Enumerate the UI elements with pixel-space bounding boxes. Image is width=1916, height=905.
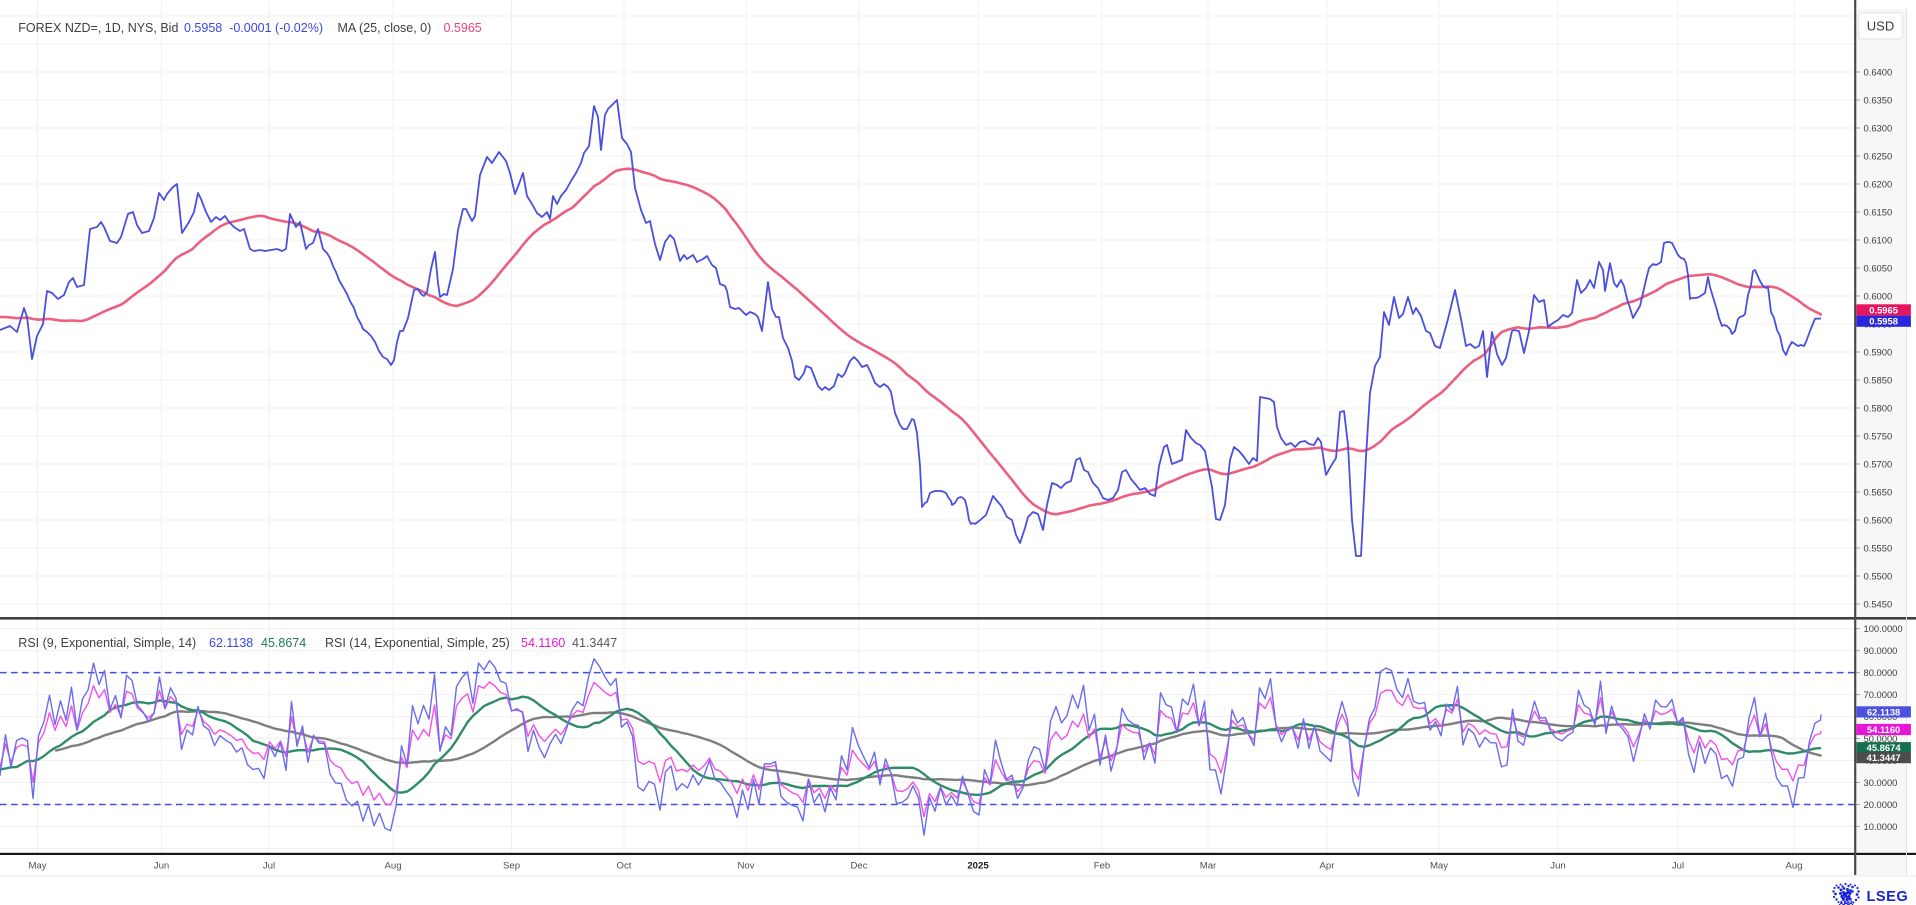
svg-text:Sep: Sep [503, 861, 520, 872]
svg-text:50.0000: 50.0000 [1864, 733, 1898, 744]
svg-text:0.5958 -0.0001 (-0.02%): 0.5958 -0.0001 (-0.02%) [184, 21, 323, 35]
svg-text:0.5600: 0.5600 [1864, 514, 1893, 525]
svg-text:62.1138: 62.1138 [209, 636, 253, 650]
svg-text:May: May [1430, 861, 1448, 872]
svg-text:Apr: Apr [1320, 861, 1336, 872]
svg-text:45.8674: 45.8674 [1867, 742, 1902, 753]
svg-text:80.0000: 80.0000 [1864, 667, 1898, 678]
svg-text:0.5650: 0.5650 [1864, 486, 1893, 497]
svg-text:0.5800: 0.5800 [1864, 402, 1893, 413]
svg-text:100.0000: 100.0000 [1864, 623, 1903, 634]
svg-text:0.6400: 0.6400 [1864, 66, 1893, 77]
svg-text:2025: 2025 [967, 861, 989, 872]
svg-text:0.5850: 0.5850 [1864, 374, 1893, 385]
svg-text:Aug: Aug [384, 861, 401, 872]
svg-text:54.1160: 54.1160 [1867, 724, 1900, 735]
svg-text:0.6350: 0.6350 [1864, 94, 1893, 105]
svg-text:62.1138: 62.1138 [1867, 706, 1900, 717]
svg-text:0.5965: 0.5965 [1869, 304, 1898, 315]
svg-text:0.5965: 0.5965 [444, 21, 482, 35]
svg-text:0.6000: 0.6000 [1864, 290, 1893, 301]
svg-text:0.6150: 0.6150 [1864, 206, 1893, 217]
svg-text:Jul: Jul [1672, 861, 1684, 872]
svg-text:LSEG: LSEG [1867, 889, 1909, 905]
svg-text:FOREX NZD=, 1D, NYS, Bid: FOREX NZD=, 1D, NYS, Bid [18, 21, 178, 35]
svg-text:May: May [28, 861, 46, 872]
svg-text:0.5750: 0.5750 [1864, 430, 1893, 441]
svg-text:41.3447: 41.3447 [1867, 752, 1901, 763]
svg-text:0.6050: 0.6050 [1864, 262, 1893, 273]
svg-text:30.0000: 30.0000 [1864, 777, 1898, 788]
svg-text:RSI (14, Exponential, Simple,: RSI (14, Exponential, Simple, 25) [325, 636, 510, 650]
svg-text:MA (25, close, 0): MA (25, close, 0) [338, 21, 432, 35]
svg-text:Oct: Oct [617, 861, 632, 872]
svg-text:20.0000: 20.0000 [1864, 799, 1898, 810]
svg-text:RSI (9, Exponential, Simple, 1: RSI (9, Exponential, Simple, 14) [18, 636, 196, 650]
svg-text:Dec: Dec [850, 861, 867, 872]
svg-text:0.6200: 0.6200 [1864, 178, 1893, 189]
svg-text:45.8674: 45.8674 [261, 636, 306, 650]
svg-text:41.3447: 41.3447 [572, 636, 617, 650]
svg-text:0.5900: 0.5900 [1864, 346, 1893, 357]
svg-text:Mar: Mar [1200, 861, 1217, 872]
svg-text:0.6250: 0.6250 [1864, 150, 1893, 161]
svg-text:0.6100: 0.6100 [1864, 234, 1893, 245]
svg-text:0.5958: 0.5958 [1869, 316, 1898, 327]
svg-text:0.5550: 0.5550 [1864, 542, 1893, 553]
svg-text:54.1160: 54.1160 [521, 636, 565, 650]
svg-text:0.5450: 0.5450 [1864, 598, 1893, 609]
svg-text:Nov: Nov [737, 861, 754, 872]
svg-text:10.0000: 10.0000 [1864, 821, 1898, 832]
svg-text:Aug: Aug [1785, 861, 1802, 872]
svg-text:0.6300: 0.6300 [1864, 122, 1893, 133]
svg-text:Jun: Jun [154, 861, 169, 872]
svg-text:Jun: Jun [1550, 861, 1565, 872]
svg-text:70.0000: 70.0000 [1864, 689, 1898, 700]
svg-text:90.0000: 90.0000 [1864, 645, 1898, 656]
svg-text:0.5500: 0.5500 [1864, 570, 1893, 581]
svg-text:USD: USD [1867, 19, 1894, 34]
svg-text:Jul: Jul [263, 861, 275, 872]
svg-text:Feb: Feb [1094, 861, 1111, 872]
svg-text:0.5700: 0.5700 [1864, 458, 1893, 469]
